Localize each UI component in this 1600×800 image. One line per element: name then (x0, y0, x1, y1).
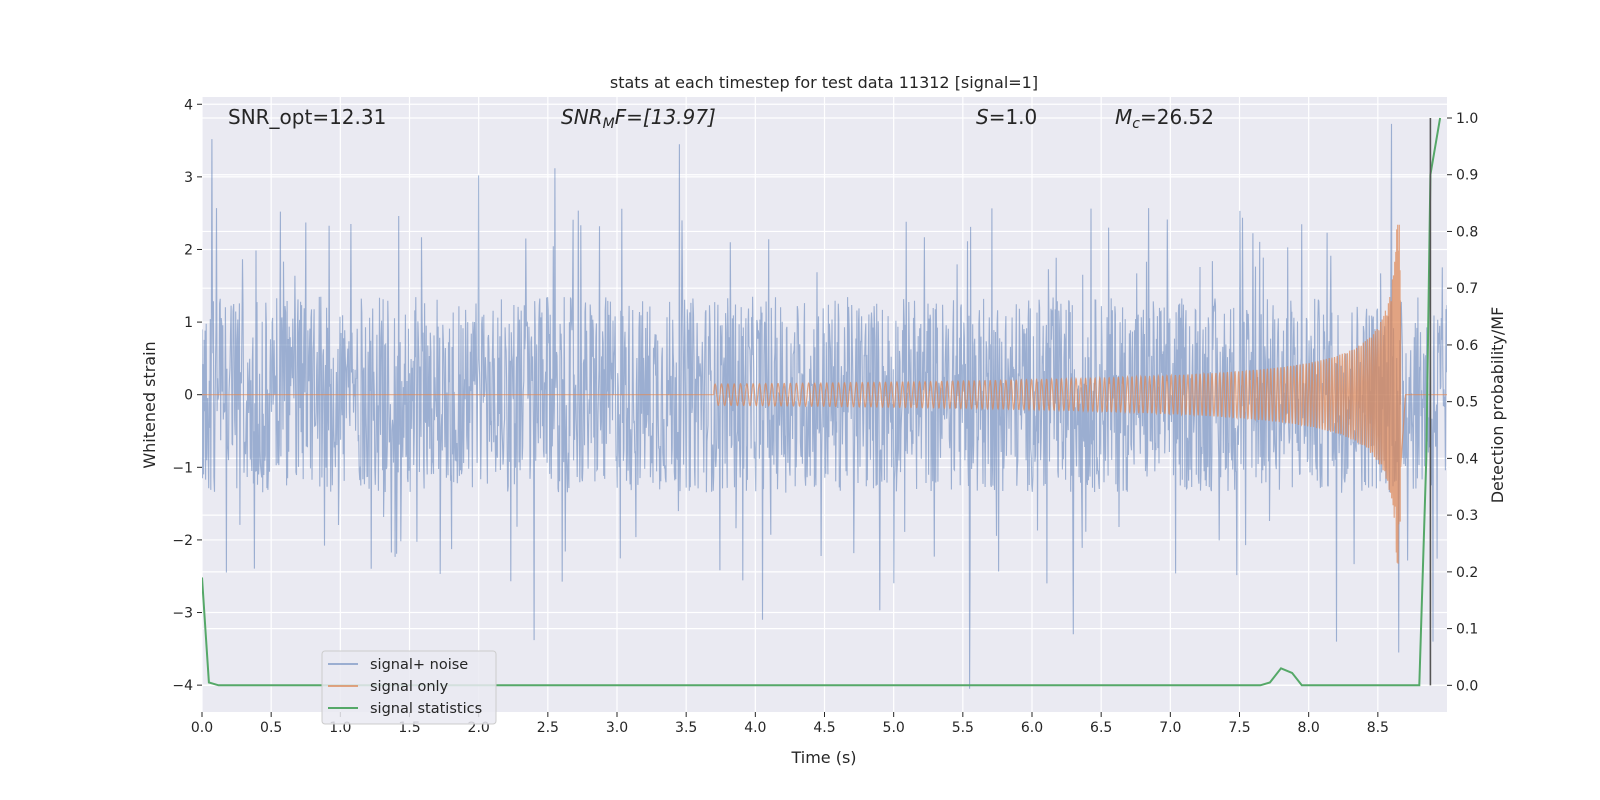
x-tick-label: 8.0 (1298, 720, 1320, 736)
legend: signal+ noise signal only signal statist… (321, 650, 497, 725)
y-tick-label-right: 0.2 (1456, 565, 1478, 581)
y-tick-label-left: −2 (172, 533, 193, 549)
x-tick-label: 3.5 (675, 720, 697, 736)
legend-label-signal-only: signal only (370, 679, 449, 695)
y-tick-label-left: 0 (184, 388, 193, 404)
annotation-mc-rest: =26.52 (1140, 105, 1214, 129)
y-tick-label-right: 0.6 (1456, 338, 1478, 354)
x-tick-label: 8.5 (1367, 720, 1389, 736)
annotation-mc-sub: c (1132, 116, 1140, 132)
annotation-mc-sym: M (1115, 105, 1132, 129)
y-tick-label-right: 0.1 (1456, 622, 1478, 638)
y-axis-left-ticks: −4 −3 −2 −1 0 1 2 3 4 (172, 97, 202, 694)
x-tick-label: 6.5 (1090, 720, 1112, 736)
chart-title: stats at each timestep for test data 113… (610, 73, 1038, 92)
y-tick-label-right: 0.7 (1456, 281, 1478, 297)
x-tick-label: 0.0 (191, 720, 213, 736)
annotation-mc: Mc=26.52 (1115, 105, 1214, 132)
annotation-snr-mf: SNRMF=[13.97] (561, 105, 716, 132)
x-axis-ticks: 0.0 0.5 1.0 1.5 2.0 2.5 3.0 3.5 4.0 4.5 5.0 5.5 6.0 6… (191, 712, 1389, 736)
line-signal-statistics (202, 117, 1442, 687)
series-signal-only (202, 224, 1447, 564)
x-tick-label: 2.5 (537, 720, 559, 736)
x-tick-label: 4.0 (744, 720, 766, 736)
annotation-s-rest: =1.0 (989, 105, 1038, 129)
annotation-snr-mf-sub: M (603, 116, 615, 132)
y-tick-label-right: 1.0 (1456, 111, 1478, 127)
annotation-snr-mf-main: SNR (561, 105, 603, 129)
y-tick-label-left: −1 (172, 460, 193, 476)
x-axis-label: Time (s) (790, 748, 856, 767)
x-tick-label: 4.5 (813, 720, 835, 736)
line-signal-only (202, 224, 1447, 564)
y-tick-label-left: 4 (184, 97, 193, 113)
y-tick-label-right: 0.3 (1456, 508, 1478, 524)
annotation-s-sym: S (976, 105, 989, 129)
y-tick-label-right: 0.5 (1456, 395, 1478, 411)
x-tick-label: 0.5 (260, 720, 282, 736)
legend-label-signal-statistics: signal statistics (370, 701, 482, 717)
y-axis-left-label: Whitened strain (140, 341, 159, 468)
y-tick-label-left: −3 (172, 606, 193, 622)
series-signal-statistics (202, 117, 1442, 687)
legend-box (321, 650, 497, 725)
annotation-snr-opt: SNR_opt=12.31 (228, 105, 386, 129)
x-tick-label: 3.0 (606, 720, 628, 736)
y-axis-right-label: Detection probability/MF (1488, 307, 1507, 504)
y-tick-label-right: 0.9 (1456, 168, 1478, 184)
annotation-s-value: S=1.0 (976, 105, 1037, 129)
x-tick-label: 7.0 (1159, 720, 1181, 736)
y-tick-label-right: 0.4 (1456, 451, 1478, 467)
legend-label-signal-noise: signal+ noise (370, 657, 468, 673)
annotation-snr-mf-rest: F=[13.97] (615, 105, 716, 129)
x-tick-label: 5.0 (883, 720, 905, 736)
plot-area (202, 117, 1447, 689)
y-tick-label-left: 1 (184, 315, 193, 331)
x-tick-label: 6.0 (1021, 720, 1043, 736)
y-tick-label-left: 3 (184, 170, 193, 186)
y-tick-label-left: −4 (172, 678, 193, 694)
y-tick-label-right: 0.0 (1456, 678, 1478, 694)
y-tick-label-right: 0.8 (1456, 224, 1478, 240)
y-tick-label-left: 2 (184, 242, 193, 258)
y-axis-right-ticks: 0.0 0.1 0.2 0.3 0.4 0.5 0.6 0.7 0.8 0.9 1.0 (1447, 111, 1478, 694)
x-tick-label: 7.5 (1228, 720, 1250, 736)
x-tick-label: 5.5 (952, 720, 974, 736)
